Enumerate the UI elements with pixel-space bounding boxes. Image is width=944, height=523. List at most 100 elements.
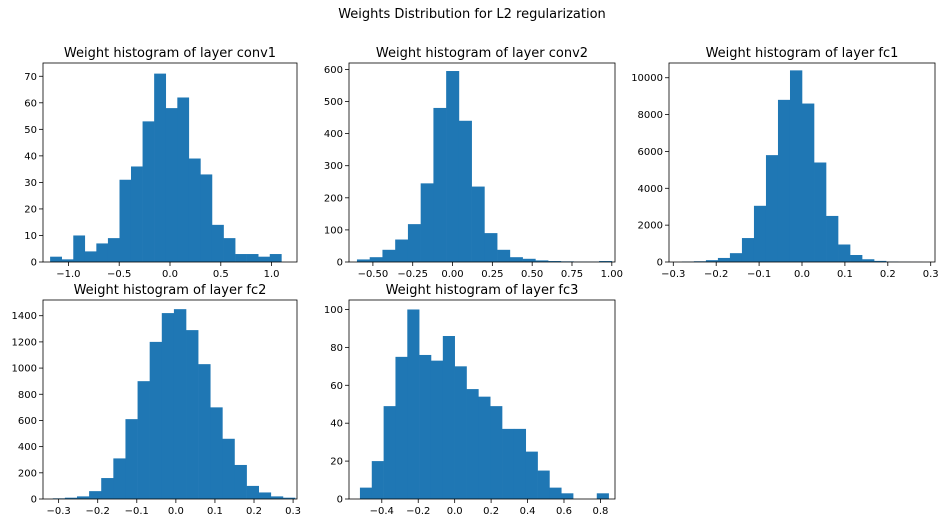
histogram-bar	[419, 354, 432, 499]
histogram-bar	[73, 235, 86, 262]
histogram-bar	[211, 224, 224, 262]
histogram-bar	[741, 238, 755, 262]
subplot-5: Weight histogram of layer fc3 −0.4 −0.2 0.0…	[324, 283, 616, 517]
y-tick-label: 600	[18, 416, 37, 427]
histogram-bar	[383, 406, 396, 499]
histogram-bar	[596, 493, 609, 499]
subplot-1: Weight histogram of layer conv1 −1.0 −0.5 0…	[24, 46, 298, 280]
histogram-bar	[235, 254, 247, 262]
x-tick-label: −0.2	[86, 506, 110, 517]
histogram-bar	[258, 256, 271, 262]
x-tick-label: −0.50	[358, 269, 389, 280]
histogram-bar	[258, 492, 272, 499]
histogram-bar	[407, 224, 421, 262]
histogram-bar	[89, 491, 102, 499]
y-tick-label: 500	[324, 97, 343, 108]
histogram-bar	[234, 464, 247, 499]
y-tick-label: 6000	[638, 147, 663, 158]
histogram-bar	[454, 366, 467, 499]
histogram-bar	[442, 336, 455, 499]
subplot-4: Weight histogram of layer fc2 −0.3 −0.2 −0.…	[12, 283, 301, 517]
histogram-bar	[61, 259, 74, 262]
histogram-bar	[107, 238, 120, 262]
y-tick-label: 800	[18, 390, 37, 401]
y-tick-label: 20	[24, 204, 37, 215]
histogram-bar	[717, 257, 731, 262]
x-tick-label: −0.3	[46, 506, 70, 517]
y-tick-label: 4000	[638, 184, 663, 195]
histogram-bar	[77, 496, 90, 499]
histogram-bar	[200, 174, 213, 262]
histogram-bar	[188, 158, 201, 262]
y-tick-label: 20	[330, 457, 343, 468]
histogram-bar	[113, 458, 126, 499]
subplot-title: Weight histogram of layer conv1	[64, 46, 276, 61]
x-tick-label: 1.00	[601, 269, 623, 280]
histogram-bar	[599, 261, 613, 262]
x-tick-label: 0.75	[561, 269, 583, 280]
histogram-bar	[177, 97, 190, 263]
histogram-bar	[246, 485, 259, 499]
y-tick-label: 40	[330, 419, 343, 430]
histogram-bar	[466, 389, 479, 499]
histogram-bar	[789, 70, 803, 263]
histogram-bar	[497, 249, 511, 262]
histogram-bar	[446, 71, 460, 263]
y-tick-label: 30	[24, 178, 37, 189]
histogram-bar	[478, 396, 491, 499]
x-tick-label: −0.2	[406, 506, 430, 517]
histogram-bar	[826, 215, 839, 262]
histogram-bar	[142, 121, 155, 263]
subplot-title: Weight histogram of layer conv2	[376, 46, 588, 61]
y-tick-label: 300	[324, 161, 343, 172]
x-tick-label: 0.1	[207, 506, 223, 517]
y-tick-label: 100	[324, 305, 343, 316]
histogram-bar	[561, 493, 574, 499]
histogram-bar	[862, 259, 875, 262]
x-tick-label: −0.2	[704, 269, 728, 280]
y-tick-label: 10000	[631, 73, 663, 84]
figure-suptitle: Weights Distribution for L2 regularizati…	[338, 7, 606, 22]
x-tick-label: 0.2	[880, 269, 896, 280]
histogram-bar	[130, 166, 143, 262]
x-tick-label: −0.3	[661, 269, 685, 280]
histogram-bar	[210, 407, 223, 499]
histogram-bar	[490, 406, 503, 499]
y-tick-label: 0	[337, 258, 343, 269]
subplot-2: Weight histogram of layer conv2 −0.50 −0.2…	[324, 46, 623, 280]
x-tick-label: 0.3	[923, 269, 939, 280]
x-tick-label: 0.1	[837, 269, 853, 280]
x-tick-label: −1.0	[56, 269, 80, 280]
histogram-bar	[246, 254, 259, 262]
histogram-bar	[119, 179, 132, 262]
axes-frame	[348, 299, 616, 500]
y-tick-label: 100	[324, 225, 343, 236]
histogram-bar	[838, 244, 851, 262]
histogram-bar	[802, 103, 815, 262]
histogram-bar	[270, 496, 284, 499]
y-tick-label: 60	[24, 98, 37, 109]
histogram-bar	[282, 497, 296, 499]
x-tick-label: 1.0	[264, 269, 280, 280]
x-tick-label: 0.8	[592, 506, 608, 517]
subplot-title: Weight histogram of layer fc2	[74, 283, 267, 298]
x-tick-label: 0.3	[285, 506, 301, 517]
histogram-bar	[269, 254, 282, 262]
y-tick-label: 40	[24, 151, 37, 162]
histogram-bar	[874, 260, 887, 262]
histogram-bar	[137, 381, 150, 499]
axes-frame	[348, 62, 616, 263]
y-tick-label: 70	[24, 72, 37, 83]
x-tick-label: −0.1	[125, 506, 149, 517]
y-tick-label: 0	[31, 258, 37, 269]
x-tick-label: 0.6	[556, 506, 572, 517]
subplot-title: Weight histogram of layer fc3	[386, 283, 579, 298]
histogram-bar	[395, 356, 408, 499]
x-tick-label: 0.00	[441, 269, 463, 280]
histogram-bar	[186, 330, 199, 499]
y-tick-label: 200	[324, 193, 343, 204]
histogram-bar	[149, 341, 163, 499]
histogram-bar	[223, 238, 236, 262]
y-tick-label: 50	[24, 125, 37, 136]
